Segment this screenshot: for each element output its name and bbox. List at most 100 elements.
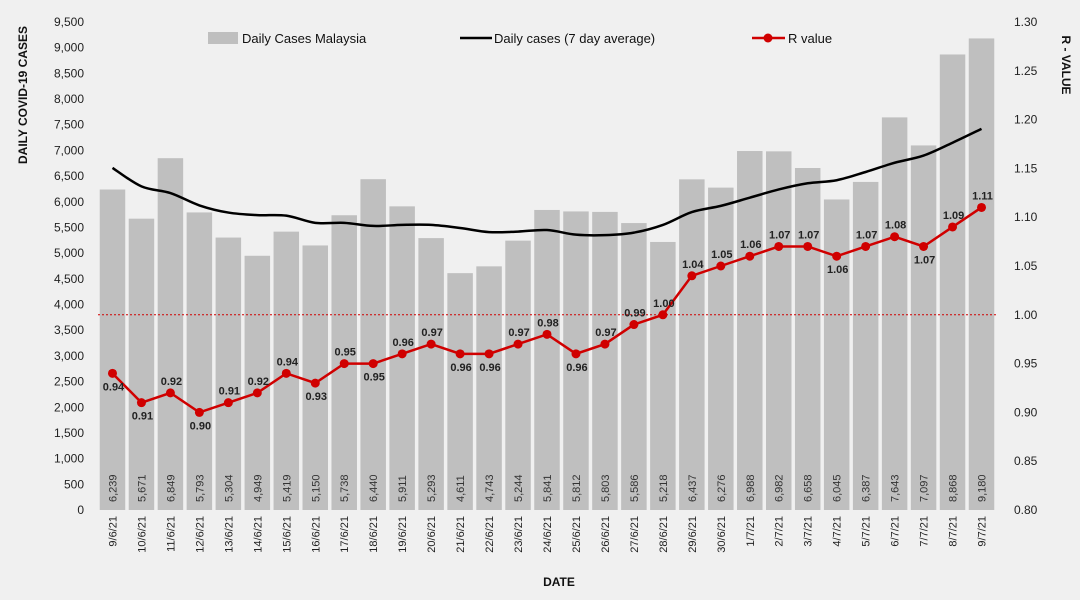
bar-29/6/21 <box>679 179 705 510</box>
bar-value-label: 5,671 <box>136 474 148 502</box>
x-tick-label: 20/6/21 <box>426 516 438 553</box>
y-tick-label: 4,500 <box>54 272 84 286</box>
bar-value-label: 5,218 <box>658 474 670 502</box>
r-value-label: 0.98 <box>537 317 558 329</box>
bar-11/6/21 <box>157 158 184 511</box>
bar-value-label: 6,045 <box>832 474 844 502</box>
r-value-point <box>136 398 146 408</box>
x-tick-label: 18/6/21 <box>368 516 380 553</box>
x-tick-label: 4/7/21 <box>832 516 844 547</box>
bar-24/6/21 <box>534 209 560 511</box>
legend-swatch-bars <box>208 32 238 44</box>
y2-tick-label: 1.00 <box>1014 308 1038 322</box>
r-value-layer: 0.94 0.91 0.92 0.90 0.91 0.92 0.94 0.93 0.95 0.95… <box>103 190 993 432</box>
r-value-point <box>397 349 407 359</box>
bar-value-label: 5,150 <box>310 474 322 502</box>
x-tick-label: 7/7/21 <box>919 516 931 547</box>
r-value-label: 0.96 <box>392 337 413 349</box>
bar-7/7/21 <box>910 145 937 511</box>
r-value-point <box>368 359 378 369</box>
r-value-label: 1.07 <box>798 229 819 241</box>
y-tick-label: 5,500 <box>54 220 84 234</box>
bar-value-label: 6,440 <box>368 474 380 502</box>
x-tick-label: 8/7/21 <box>948 516 960 547</box>
x-tick-label: 22/6/21 <box>484 516 496 553</box>
y2-tick-label: 0.95 <box>1014 357 1038 371</box>
legend-label-r: R value <box>788 31 832 46</box>
y2-axis-title: R - VALUE <box>1059 35 1073 94</box>
bar-value-label: 6,849 <box>165 474 177 502</box>
r-value-point <box>658 310 668 320</box>
x-tick-label: 25/6/21 <box>571 516 583 553</box>
y-tick-label: 3,500 <box>54 323 84 337</box>
r-value-point <box>223 398 233 408</box>
r-value-label: 0.94 <box>103 381 125 393</box>
x-tick-label: 10/6/21 <box>136 516 148 553</box>
r-value-point <box>774 241 784 251</box>
x-tick-label: 24/6/21 <box>542 516 554 553</box>
r-value-label: 1.07 <box>769 229 790 241</box>
left-axis-ticks: 0 500 1,000 1,500 2,000 2,500 3,000 3,500 4,000 4… <box>54 15 84 517</box>
x-axis-title: DATE <box>543 575 575 589</box>
bar-10/6/21 <box>128 218 155 510</box>
legend-label-average: Daily cases (7 day average) <box>494 31 655 46</box>
y-tick-label: 8,000 <box>54 92 84 106</box>
bar-3/7/21 <box>794 167 821 510</box>
x-tick-label: 3/7/21 <box>803 516 815 547</box>
r-value-point <box>687 271 697 281</box>
y2-tick-label: 1.15 <box>1014 161 1038 175</box>
r-value-label: 0.96 <box>450 362 471 374</box>
y-tick-label: 1,500 <box>54 426 84 440</box>
x-tick-label: 17/6/21 <box>339 516 351 553</box>
bar-value-label: 5,803 <box>600 474 612 502</box>
x-tick-label: 5/7/21 <box>861 516 873 547</box>
y-tick-label: 2,500 <box>54 375 84 389</box>
r-value-point <box>977 202 987 212</box>
bar-value-label: 5,586 <box>629 474 641 502</box>
r-value-point <box>600 339 610 349</box>
r-value-point <box>890 232 900 242</box>
bar-18/6/21 <box>360 179 386 510</box>
r-value-point <box>310 378 320 388</box>
bar-value-label: 6,437 <box>687 474 699 502</box>
x-tick-label: 14/6/21 <box>252 516 264 553</box>
y2-tick-label: 0.80 <box>1014 503 1038 517</box>
x-axis-ticks: 9/6/21 10/6/21 11/6/21 12/6/21 13/6/21 14/6/2… <box>107 516 988 553</box>
y2-tick-label: 0.85 <box>1014 454 1038 468</box>
bar-value-label: 5,841 <box>542 474 554 502</box>
legend-swatch-r-marker <box>763 33 773 43</box>
r-value-point <box>861 241 871 251</box>
bar-value-label: 5,293 <box>426 474 438 502</box>
y-tick-label: 500 <box>64 477 84 491</box>
bar-value-label: 6,658 <box>803 474 815 502</box>
x-tick-label: 30/6/21 <box>716 516 728 553</box>
r-value-point <box>252 388 262 398</box>
y-tick-label: 9,000 <box>54 41 84 55</box>
r-value-point <box>745 251 755 261</box>
bar-30/6/21 <box>708 187 734 510</box>
r-value-label: 1.07 <box>856 229 877 241</box>
x-tick-label: 21/6/21 <box>455 516 467 553</box>
x-tick-label: 9/7/21 <box>977 516 989 547</box>
r-value-point <box>803 241 813 251</box>
bar-12/6/21 <box>186 212 213 510</box>
x-tick-label: 27/6/21 <box>629 516 641 553</box>
bar-value-label: 6,982 <box>774 474 786 502</box>
bar-value-label: 6,276 <box>716 474 728 502</box>
bar-value-label: 9,180 <box>977 474 989 502</box>
y-tick-label: 0 <box>77 503 84 517</box>
x-tick-label: 13/6/21 <box>223 516 235 553</box>
r-value-point <box>455 349 465 359</box>
bar-value-label: 5,911 <box>397 475 409 502</box>
bar-4/7/21 <box>823 199 850 510</box>
r-value-label: 1.07 <box>914 254 935 266</box>
x-tick-label: 23/6/21 <box>513 516 525 553</box>
bar-value-label: 5,793 <box>194 474 206 502</box>
r-value-point <box>484 349 494 359</box>
x-tick-label: 12/6/21 <box>194 516 206 553</box>
y2-tick-label: 1.10 <box>1014 210 1038 224</box>
r-value-point <box>832 251 842 261</box>
r-value-label: 1.06 <box>740 239 761 251</box>
r-value-label: 1.08 <box>885 220 906 232</box>
